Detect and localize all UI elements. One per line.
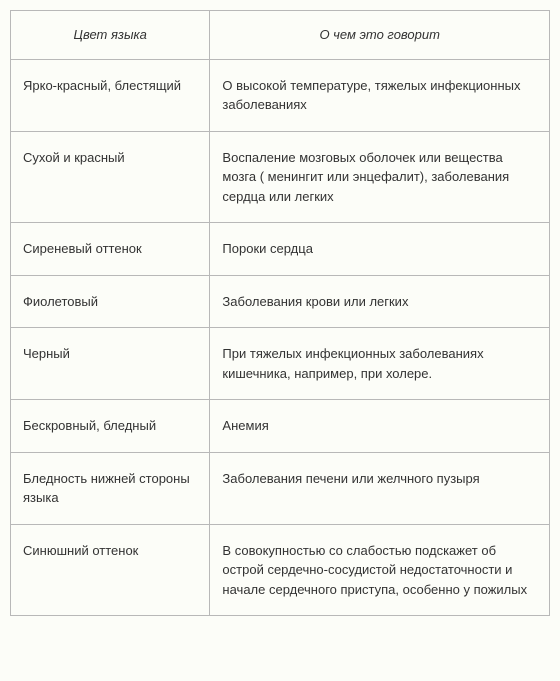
cell-color: Бескровный, бледный	[11, 400, 210, 453]
cell-meaning: При тяжелых инфекционных заболеваниях ки…	[210, 328, 550, 400]
table-row: Бледность нижней стороны языка Заболеван…	[11, 452, 550, 524]
cell-color: Фиолетовый	[11, 275, 210, 328]
cell-meaning: В совокупностью со слабостью подскажет о…	[210, 524, 550, 616]
cell-meaning: Заболевания печени или желчного пузыря	[210, 452, 550, 524]
cell-meaning: Воспаление мозговых оболочек или веществ…	[210, 131, 550, 223]
cell-color: Синюшний оттенок	[11, 524, 210, 616]
table-row: Черный При тяжелых инфекционных заболева…	[11, 328, 550, 400]
table-row: Ярко-красный, блестящий О высокой темпер…	[11, 59, 550, 131]
table-row: Сиреневый оттенок Пороки сердца	[11, 223, 550, 276]
cell-color: Сухой и красный	[11, 131, 210, 223]
cell-color: Бледность нижней стороны языка	[11, 452, 210, 524]
cell-meaning: Заболевания крови или легких	[210, 275, 550, 328]
tongue-color-table: Цвет языка О чем это говорит Ярко-красны…	[10, 10, 550, 616]
cell-color: Сиреневый оттенок	[11, 223, 210, 276]
cell-meaning: О высокой температуре, тяжелых инфекцион…	[210, 59, 550, 131]
cell-color: Черный	[11, 328, 210, 400]
cell-meaning: Анемия	[210, 400, 550, 453]
header-col2: О чем это говорит	[210, 11, 550, 60]
cell-meaning: Пороки сердца	[210, 223, 550, 276]
table-row: Синюшний оттенок В совокупностью со слаб…	[11, 524, 550, 616]
table-header-row: Цвет языка О чем это говорит	[11, 11, 550, 60]
table-row: Сухой и красный Воспаление мозговых обол…	[11, 131, 550, 223]
cell-color: Ярко-красный, блестящий	[11, 59, 210, 131]
table-row: Фиолетовый Заболевания крови или легких	[11, 275, 550, 328]
table-body: Ярко-красный, блестящий О высокой темпер…	[11, 59, 550, 616]
header-col1: Цвет языка	[11, 11, 210, 60]
table-row: Бескровный, бледный Анемия	[11, 400, 550, 453]
